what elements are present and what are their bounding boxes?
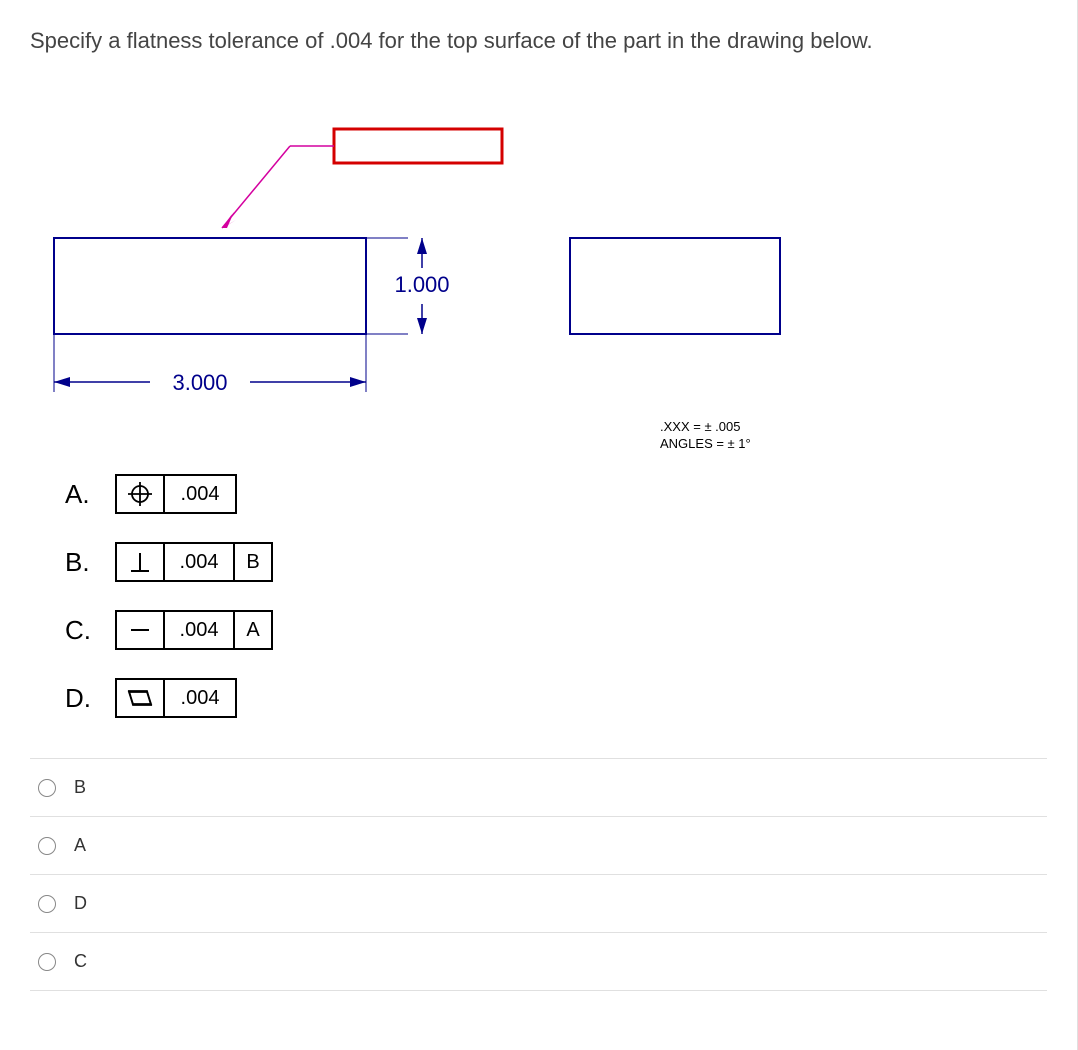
fcf-d: .004 xyxy=(115,678,237,718)
question-page: Specify a flatness tolerance of .004 for… xyxy=(0,0,1078,1050)
choice-a: A. .004 xyxy=(65,474,1047,514)
answer-option-d[interactable]: D xyxy=(30,875,1047,933)
choice-letter-c: C. xyxy=(65,615,115,646)
answer-options: B A D C xyxy=(30,758,1047,991)
part-side-view xyxy=(570,238,780,334)
answer-label-c: C xyxy=(74,951,87,972)
radio-icon xyxy=(38,953,56,971)
choice-letter-b: B. xyxy=(65,547,115,578)
question-text: Specify a flatness tolerance of .004 for… xyxy=(30,28,1047,54)
perpendicularity-symbol-icon xyxy=(117,544,165,580)
flatness-symbol-icon xyxy=(117,680,165,716)
answer-option-b[interactable]: B xyxy=(30,759,1047,817)
fcf-b-tol: .004 xyxy=(165,544,235,580)
choice-list: A. .004 B. xyxy=(65,474,1047,718)
engineering-drawing: 3.000 1.000 .XXX = ± .005 ANGLES = ± 1° xyxy=(30,74,1047,454)
dim-arrow-right xyxy=(350,377,366,387)
empty-fcf-box xyxy=(334,129,502,163)
radio-icon xyxy=(38,895,56,913)
answer-option-c[interactable]: C xyxy=(30,933,1047,991)
answer-label-b: B xyxy=(74,777,86,798)
choice-d: D. .004 xyxy=(65,678,1047,718)
fcf-b: .004 B xyxy=(115,542,273,582)
part-front-view xyxy=(54,238,366,334)
choice-b: B. .004 B xyxy=(65,542,1047,582)
answer-option-a[interactable]: A xyxy=(30,817,1047,875)
tolerance-note: .XXX = ± .005 ANGLES = ± 1° xyxy=(660,419,751,453)
answer-label-a: A xyxy=(74,835,86,856)
choice-letter-a: A. xyxy=(65,479,115,510)
dim-arrow-top xyxy=(417,238,427,254)
fcf-c-datum: A xyxy=(235,612,271,648)
radio-icon xyxy=(38,837,56,855)
dim-arrow-left xyxy=(54,377,70,387)
dim-1000: 1.000 xyxy=(394,272,449,297)
fcf-d-tol: .004 xyxy=(165,680,235,716)
radio-icon xyxy=(38,779,56,797)
position-symbol-icon xyxy=(117,476,165,512)
fcf-b-datum: B xyxy=(235,544,271,580)
straightness-symbol-icon xyxy=(117,612,165,648)
dim-arrow-bot xyxy=(417,318,427,334)
dim-3000: 3.000 xyxy=(172,370,227,395)
choice-letter-d: D. xyxy=(65,683,115,714)
fcf-a: .004 xyxy=(115,474,237,514)
fcf-c: .004 A xyxy=(115,610,273,650)
choice-c: C. .004 A xyxy=(65,610,1047,650)
tol-line2: ANGLES = ± 1° xyxy=(660,436,751,453)
tol-line1: .XXX = ± .005 xyxy=(660,419,751,436)
drawing-svg: 3.000 1.000 xyxy=(30,74,1030,454)
answer-label-d: D xyxy=(74,893,87,914)
fcf-c-tol: .004 xyxy=(165,612,235,648)
fcf-a-tol: .004 xyxy=(165,476,235,512)
